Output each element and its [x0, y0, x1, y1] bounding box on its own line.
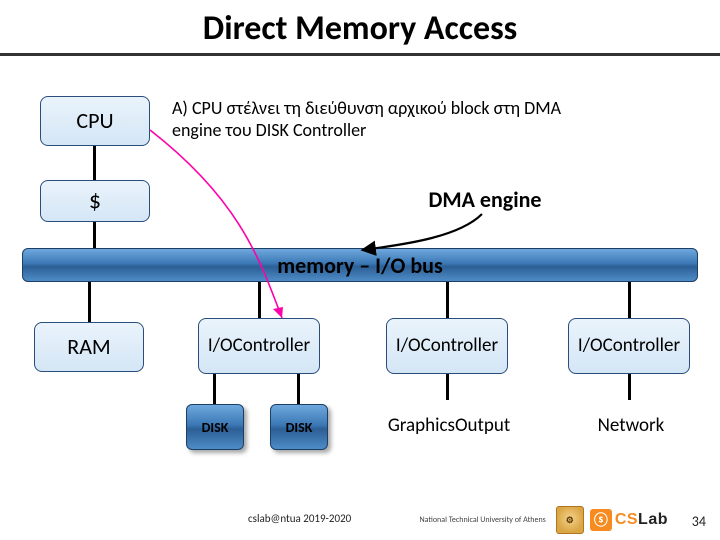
- logo-area: National Technical University of Athens …: [419, 506, 668, 534]
- dma-to-bus-arrow: [362, 214, 482, 250]
- connector: [93, 146, 96, 180]
- cpu-arrow-head: [273, 307, 283, 318]
- connector: [628, 282, 631, 318]
- connector: [297, 374, 300, 404]
- footer-credit: cslab@ntua 2019-2020: [248, 512, 351, 525]
- io-controller-1: I/OController: [198, 318, 320, 374]
- disk-2: DISK: [270, 404, 328, 450]
- step-annotation: A) CPU στέλνει τη διεύθυνση αρχικού bloc…: [172, 97, 592, 141]
- page-title: Direct Memory Access: [203, 8, 517, 49]
- cslab-logo-text: CSLab: [615, 511, 668, 529]
- slide-number: 34: [692, 513, 706, 530]
- connector: [446, 282, 449, 318]
- cpu-node: CPU: [40, 96, 150, 146]
- ram-node: RAM: [34, 322, 144, 372]
- cpu-to-disk-arrow: [150, 130, 282, 318]
- ntua-caption-wrap: National Technical University of Athens: [419, 516, 545, 524]
- connector: [213, 374, 216, 404]
- connector: [258, 282, 261, 318]
- cslab-logo: ⓢ CSLab: [590, 509, 668, 531]
- connector: [88, 282, 91, 322]
- network-label: Network: [576, 400, 686, 452]
- io-controller-2: I/OController: [386, 318, 508, 374]
- disk-1: DISK: [186, 404, 244, 450]
- dma-engine-label: DMA engine: [400, 186, 570, 214]
- title-area: Direct Memory Access: [0, 0, 720, 56]
- cslab-logo-icon: ⓢ: [590, 509, 612, 531]
- memory-io-bus: memory – I/O bus: [22, 248, 698, 282]
- title-rule: [0, 53, 720, 56]
- io-controller-3: I/OController: [568, 318, 690, 374]
- ntua-caption: National Technical University of Athens: [419, 516, 545, 524]
- cache-node: $: [40, 180, 150, 222]
- ntua-logo-icon: ⚙: [556, 506, 584, 534]
- connector: [628, 374, 631, 400]
- connector: [93, 222, 96, 248]
- graphics-output-label: GraphicsOutput: [394, 400, 504, 452]
- connector: [446, 374, 449, 400]
